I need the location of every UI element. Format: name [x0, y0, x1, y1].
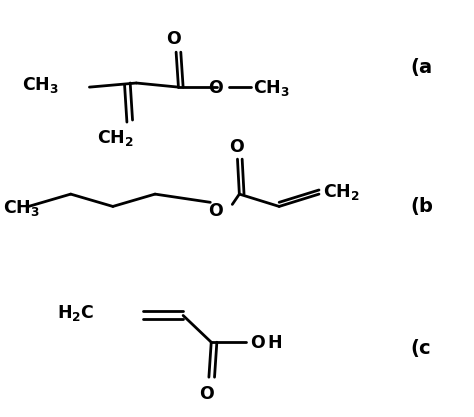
Text: $\mathbf{O}$: $\mathbf{O}$ [208, 79, 224, 97]
Text: $\mathbf{H_2C}$: $\mathbf{H_2C}$ [57, 304, 94, 324]
Text: $\mathbf{(a}$: $\mathbf{(a}$ [410, 55, 433, 78]
Text: $\mathbf{CH_2}$: $\mathbf{CH_2}$ [323, 182, 360, 202]
Text: $\mathbf{O}$: $\mathbf{O}$ [229, 138, 245, 156]
Text: $\mathbf{(b}$: $\mathbf{(b}$ [410, 196, 434, 217]
Text: $\mathbf{CH_3}$: $\mathbf{CH_3}$ [254, 78, 290, 98]
Text: $\mathbf{O}$: $\mathbf{O}$ [166, 30, 182, 48]
Text: $\mathbf{CH_3}$: $\mathbf{CH_3}$ [21, 75, 58, 95]
Text: $\mathbf{CH_3}$: $\mathbf{CH_3}$ [3, 198, 40, 219]
Text: $\mathbf{CH_2}$: $\mathbf{CH_2}$ [97, 128, 134, 148]
Text: $\mathbf{(c}$: $\mathbf{(c}$ [410, 337, 431, 359]
Text: $\mathbf{O}$: $\mathbf{O}$ [199, 385, 215, 403]
Text: $\mathbf{O}$: $\mathbf{O}$ [208, 201, 224, 220]
Text: $\mathbf{O\,H}$: $\mathbf{O\,H}$ [250, 334, 283, 352]
